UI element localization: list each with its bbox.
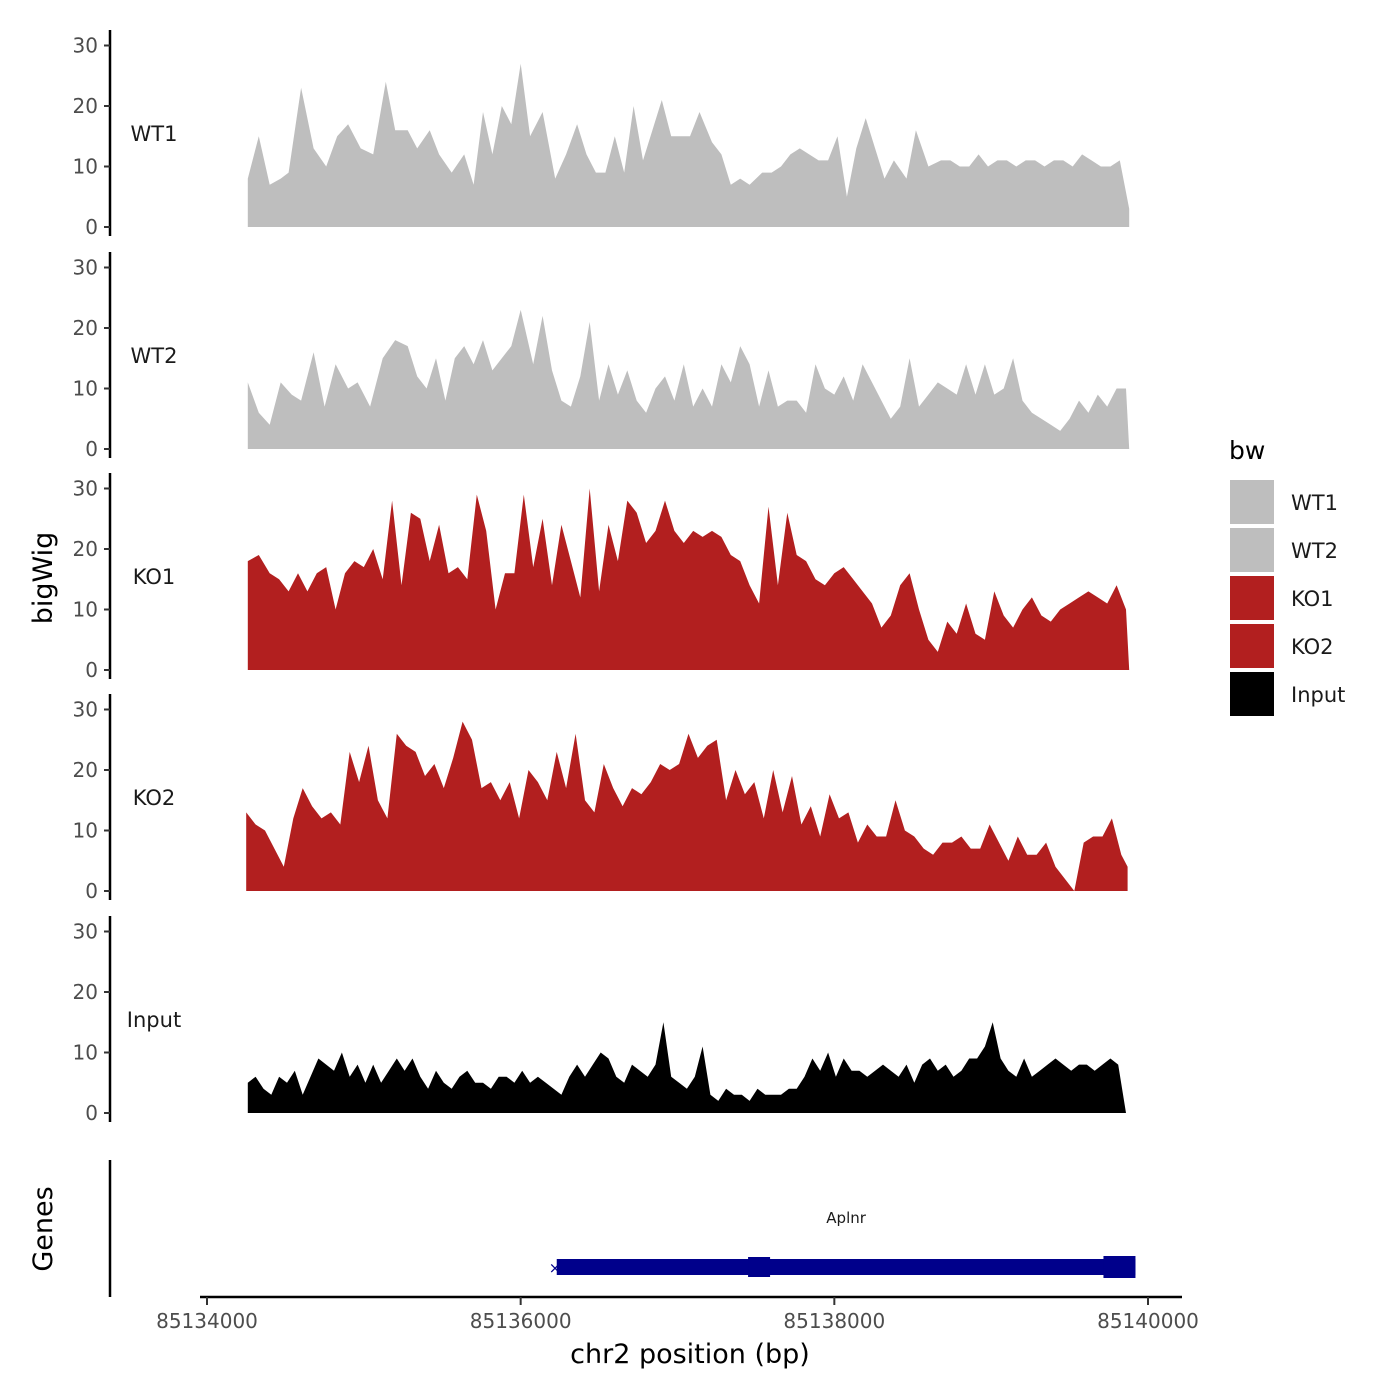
- y-tick-label: 30: [73, 34, 98, 58]
- legend-title: bw: [1229, 436, 1265, 465]
- track-label-wt1: WT1: [131, 122, 178, 146]
- y-tick-label: 20: [73, 537, 98, 561]
- track-label-ko1: KO1: [133, 565, 176, 589]
- legend-label: WT2: [1291, 539, 1338, 563]
- track-panel-wt2: 0 10 20 30 WT2: [73, 252, 1130, 461]
- strand-marker-icon: ×: [549, 1259, 562, 1277]
- track-panel-ko1: 0 10 20 30 KO1: [73, 473, 1130, 682]
- signal-area-wt2: [247, 309, 1130, 449]
- gene-aplnr: × Aplnr: [549, 1209, 1136, 1278]
- legend: bw WT1 WT2 KO1 KO2 Input: [1229, 436, 1345, 716]
- y-tick-label: 0: [85, 437, 98, 461]
- gene-exon: [1103, 1256, 1136, 1278]
- y-tick-label: 0: [85, 658, 98, 682]
- legend-swatch: [1230, 480, 1274, 524]
- tracks-layer: 0 10 20 30 WT1 0 10 20 30 WT2 0 10 20 30 KO1 0 10 20 30 KO2…: [73, 30, 1131, 1125]
- signal-area-ko2: [246, 721, 1128, 891]
- genes-track-label: Genes: [28, 1186, 59, 1271]
- legend-swatch: [1230, 528, 1274, 572]
- legend-label: KO2: [1291, 635, 1334, 659]
- track-label-input: Input: [127, 1008, 181, 1032]
- track-panel-ko2: 0 10 20 30 KO2: [73, 694, 1128, 903]
- legend-swatch: [1230, 624, 1274, 668]
- x-tick-label: 85136000: [470, 1309, 572, 1333]
- genes-layer: Genes × Aplnr: [28, 1160, 1136, 1297]
- y-axis-title: bigWig: [28, 532, 59, 625]
- track-panel-input: 0 10 20 30 Input: [73, 916, 1131, 1125]
- legend-item-wt1: WT1: [1230, 480, 1338, 524]
- y-tick-label: 10: [73, 819, 98, 843]
- legend-label: WT1: [1291, 491, 1338, 515]
- x-axis: 85134000 85136000 85138000 85140000: [156, 1295, 1199, 1333]
- track-panel-wt1: 0 10 20 30 WT1: [73, 30, 1130, 239]
- x-axis-title: chr2 position (bp): [570, 1339, 810, 1370]
- y-tick-label: 0: [85, 1101, 98, 1125]
- track-label-ko2: KO2: [133, 786, 176, 810]
- x-tick-label: 85138000: [783, 1309, 885, 1333]
- legend-swatch: [1230, 672, 1274, 716]
- y-tick-label: 20: [73, 316, 98, 340]
- y-tick-label: 20: [73, 980, 98, 1004]
- track-label-wt2: WT2: [131, 344, 178, 368]
- gene-exon: [748, 1257, 771, 1277]
- y-tick-label: 30: [73, 256, 98, 280]
- x-tick-label: 85134000: [156, 1309, 258, 1333]
- legend-item-wt2: WT2: [1230, 528, 1338, 572]
- legend-item-ko1: KO1: [1230, 576, 1334, 620]
- legend-swatch: [1230, 576, 1274, 620]
- legend-item-ko2: KO2: [1230, 624, 1334, 668]
- x-tick-label: 85140000: [1097, 1309, 1199, 1333]
- gene-body: [556, 1259, 1136, 1275]
- y-tick-label: 20: [73, 94, 98, 118]
- gene-label: Aplnr: [826, 1209, 866, 1227]
- signal-area-input: [247, 1022, 1131, 1113]
- y-tick-label: 30: [73, 477, 98, 501]
- legend-item-input: Input: [1230, 672, 1345, 716]
- y-tick-label: 20: [73, 758, 98, 782]
- y-tick-label: 30: [73, 920, 98, 944]
- legend-label: KO1: [1291, 587, 1334, 611]
- y-tick-label: 0: [85, 879, 98, 903]
- signal-area-wt1: [247, 63, 1130, 228]
- legend-label: Input: [1291, 683, 1345, 707]
- y-tick-label: 10: [73, 598, 98, 622]
- y-tick-label: 30: [73, 698, 98, 722]
- y-tick-label: 0: [85, 215, 98, 239]
- y-tick-label: 10: [73, 155, 98, 179]
- signal-area-ko1: [247, 488, 1130, 670]
- y-tick-label: 10: [73, 1041, 98, 1065]
- y-tick-label: 10: [73, 377, 98, 401]
